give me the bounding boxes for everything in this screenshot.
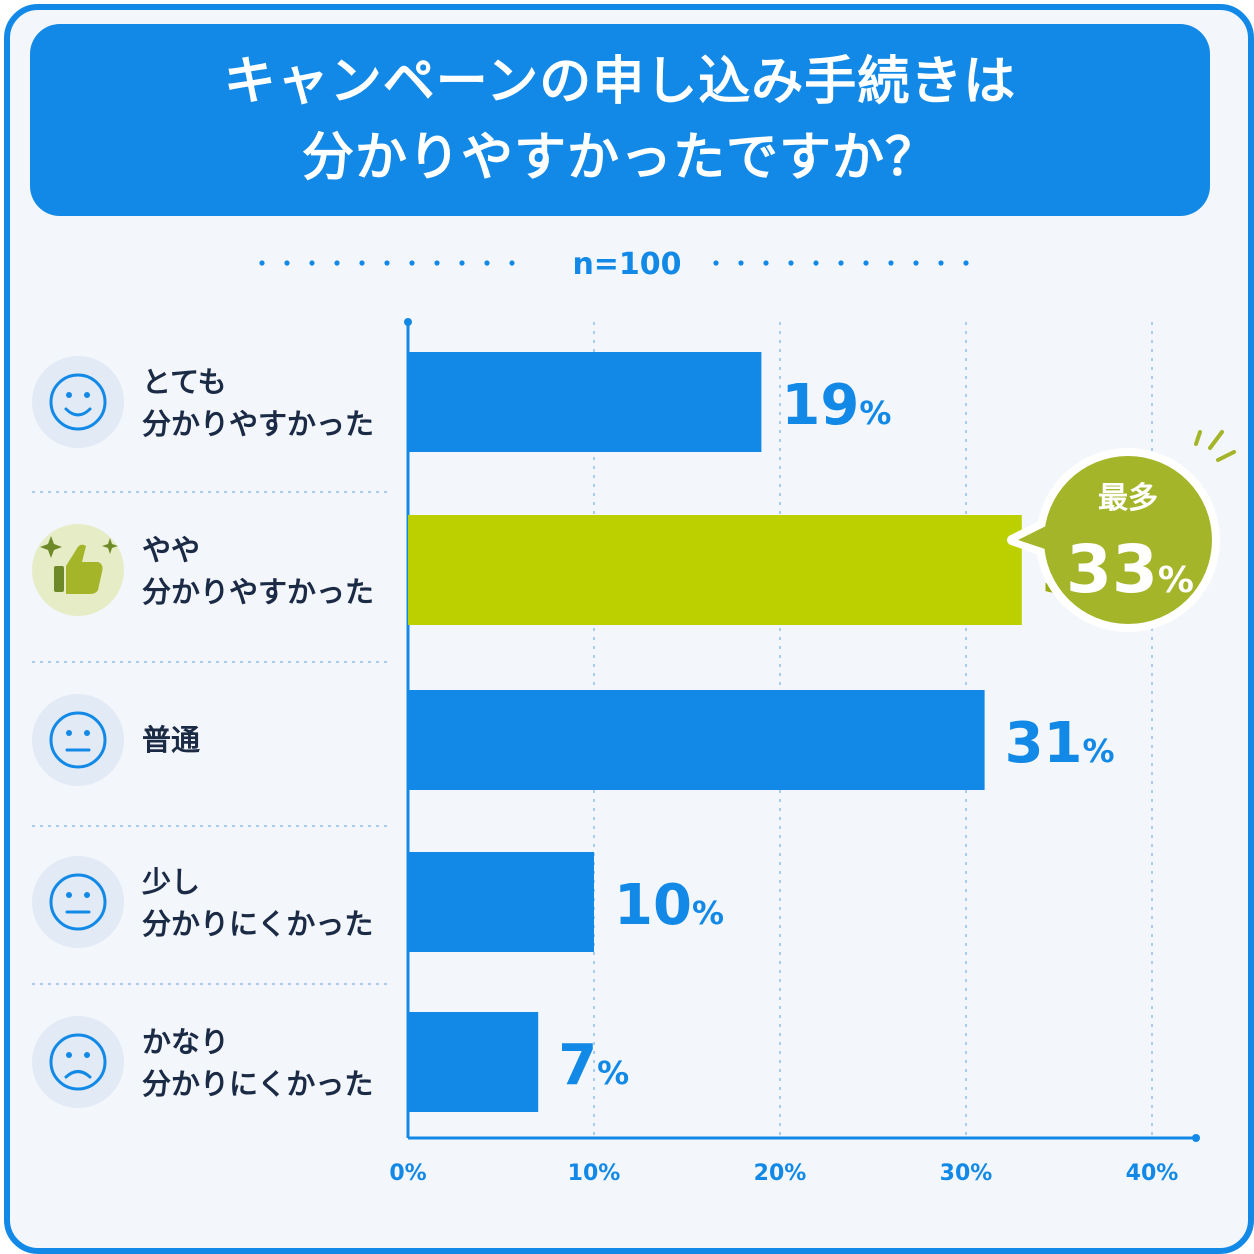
category-label: 分かりやすかった (142, 407, 374, 441)
icon-background (32, 856, 124, 948)
badge-label: 最多 (1098, 481, 1158, 516)
sad-face-icon (32, 1016, 124, 1108)
category-label: 分かりやすかった (142, 575, 374, 609)
eye (66, 392, 72, 398)
dot (459, 260, 465, 266)
dot (359, 260, 365, 266)
mouth (64, 407, 92, 417)
mouth (64, 1070, 92, 1079)
face-outline (49, 873, 107, 931)
sparkle (102, 538, 118, 554)
badge-accent (1194, 430, 1202, 446)
dot (738, 260, 744, 266)
category-label: とても (142, 365, 227, 399)
dot (484, 260, 490, 266)
dot (509, 260, 515, 266)
sample-size: n=100 (572, 247, 681, 282)
category-label: 分かりにくかった (142, 1067, 373, 1101)
icon-background (32, 356, 124, 448)
dot (334, 260, 340, 266)
dot (913, 260, 919, 266)
x-axis-end (1192, 1134, 1200, 1142)
neutral-face-icon (32, 856, 124, 948)
badge-accent (1208, 430, 1224, 450)
face-outline (49, 373, 107, 431)
dot (384, 260, 390, 266)
eye (84, 892, 90, 898)
dot (284, 260, 290, 266)
badge-circle (1044, 456, 1212, 624)
title-banner: キャンペーンの申し込み手続きは 分かりやすかったですか？ (30, 24, 1210, 216)
dot (938, 260, 944, 266)
sparkle (40, 536, 62, 558)
neutral-face-icon (32, 694, 124, 786)
most-badge: 最多 33% (1007, 430, 1236, 632)
dot (434, 260, 440, 266)
x-tick-label: 30% (940, 1161, 993, 1186)
smile-icon (32, 356, 124, 448)
bar[interactable] (408, 352, 762, 452)
value-label: 31% (1005, 711, 1115, 776)
x-tick-label: 0% (389, 1161, 426, 1186)
dot (863, 260, 869, 266)
icon-background (32, 694, 124, 786)
title-line-2: 分かりやすかったですか？ (301, 128, 938, 188)
icon-background (32, 1016, 124, 1108)
dot (788, 260, 794, 266)
badge-accent (1216, 450, 1236, 462)
eye (66, 1052, 72, 1058)
value-label: 19% (781, 373, 891, 438)
dot (813, 260, 819, 266)
face-outline (49, 1033, 107, 1091)
thumbs-up-icon (32, 524, 124, 616)
x-tick-label: 40% (1126, 1161, 1179, 1186)
dot (259, 260, 265, 266)
category-label: やや (142, 533, 200, 567)
category-label: 分かりにくかった (142, 907, 373, 941)
badge-value: 33% (1066, 531, 1194, 608)
dot (963, 260, 969, 266)
dot (763, 260, 769, 266)
eye (84, 730, 90, 736)
value-label: 7% (558, 1033, 629, 1098)
x-tick-label: 20% (754, 1161, 807, 1186)
category-label: かなり (142, 1025, 229, 1059)
bar[interactable] (408, 690, 985, 790)
x-tick-label: 10% (568, 1161, 621, 1186)
eye (84, 1052, 90, 1058)
dot (888, 260, 894, 266)
value-label: 10% (614, 873, 724, 938)
dot (309, 260, 315, 266)
thumb-hand (66, 544, 103, 594)
bar[interactable] (408, 1012, 539, 1112)
eye (84, 392, 90, 398)
bar[interactable] (408, 515, 1022, 625)
thumb-cuff (54, 566, 64, 592)
sample-size-dots (259, 260, 969, 266)
y-axis-end (404, 318, 412, 326)
category-label: 普通 (142, 723, 200, 757)
bar[interactable] (408, 852, 594, 952)
eye (66, 730, 72, 736)
dot (409, 260, 415, 266)
dot (713, 260, 719, 266)
dot (838, 260, 844, 266)
face-outline (49, 711, 107, 769)
eye (66, 892, 72, 898)
title-line-1: キャンペーンの申し込み手続きは (223, 52, 1017, 112)
category-label: 少し (142, 865, 200, 899)
